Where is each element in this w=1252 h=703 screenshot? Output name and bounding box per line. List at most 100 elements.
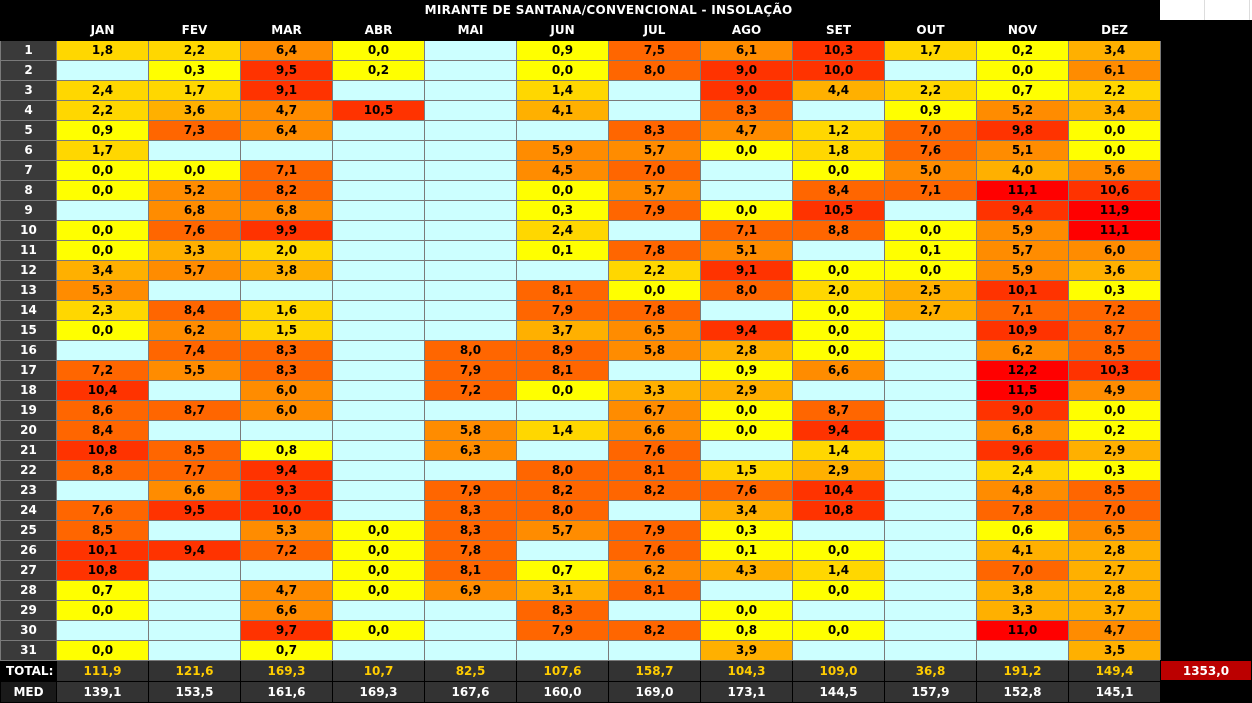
- value-cell[interactable]: 7,1: [884, 180, 977, 201]
- value-cell[interactable]: 8,0: [700, 280, 793, 301]
- value-cell[interactable]: 9,8: [976, 120, 1069, 141]
- value-cell[interactable]: 6,2: [608, 560, 701, 581]
- value-cell[interactable]: 8,4: [792, 180, 885, 201]
- value-cell[interactable]: 7,6: [884, 140, 977, 161]
- value-cell[interactable]: 4,7: [1067, 620, 1162, 641]
- value-cell[interactable]: 1,5: [700, 460, 793, 481]
- value-cell[interactable]: 2,8: [1067, 540, 1162, 561]
- value-cell[interactable]: [884, 620, 977, 641]
- value-cell[interactable]: 8,3: [608, 120, 701, 141]
- value-cell[interactable]: 0,0: [56, 240, 149, 261]
- value-cell[interactable]: 0,2: [976, 40, 1069, 61]
- value-cell[interactable]: 1,7: [56, 140, 149, 161]
- value-cell[interactable]: 10,8: [792, 500, 885, 521]
- value-cell[interactable]: 6,6: [240, 600, 333, 621]
- value-cell[interactable]: 0,9: [884, 100, 977, 121]
- value-cell[interactable]: 6,1: [700, 40, 793, 61]
- value-cell[interactable]: 0,0: [56, 180, 149, 201]
- value-cell[interactable]: [884, 60, 977, 81]
- value-cell[interactable]: [424, 400, 517, 421]
- value-cell[interactable]: 9,4: [148, 540, 241, 561]
- value-cell[interactable]: 3,4: [1067, 40, 1162, 61]
- value-cell[interactable]: 4,9: [1067, 380, 1162, 401]
- value-cell[interactable]: 7,6: [608, 540, 701, 561]
- value-cell[interactable]: 7,9: [608, 520, 701, 541]
- value-cell[interactable]: 0,0: [700, 420, 793, 441]
- value-cell[interactable]: [148, 560, 241, 581]
- value-cell[interactable]: 1,5: [240, 320, 333, 341]
- value-cell[interactable]: 7,1: [240, 160, 333, 181]
- value-cell[interactable]: 0,0: [516, 180, 609, 201]
- value-cell[interactable]: [332, 480, 425, 501]
- value-cell[interactable]: [148, 640, 241, 661]
- value-cell[interactable]: 10,8: [56, 560, 149, 581]
- value-cell[interactable]: [700, 180, 793, 201]
- value-cell[interactable]: 5,8: [608, 340, 701, 361]
- value-cell[interactable]: 0,0: [700, 400, 793, 421]
- value-cell[interactable]: 7,6: [56, 500, 149, 521]
- value-cell[interactable]: 8,9: [516, 340, 609, 361]
- value-cell[interactable]: 8,3: [700, 100, 793, 121]
- value-cell[interactable]: 8,5: [1067, 340, 1162, 361]
- value-cell[interactable]: [148, 620, 241, 641]
- value-cell[interactable]: 9,5: [148, 500, 241, 521]
- value-cell[interactable]: [332, 260, 425, 281]
- value-cell[interactable]: 9,1: [240, 80, 333, 101]
- value-cell[interactable]: 7,6: [148, 220, 241, 241]
- value-cell[interactable]: 0,0: [56, 640, 149, 661]
- value-cell[interactable]: [792, 240, 885, 261]
- value-cell[interactable]: [332, 340, 425, 361]
- value-cell[interactable]: 7,9: [516, 620, 609, 641]
- value-cell[interactable]: 2,3: [56, 300, 149, 321]
- value-cell[interactable]: [240, 140, 333, 161]
- value-cell[interactable]: 0,0: [56, 600, 149, 621]
- value-cell[interactable]: 5,3: [240, 520, 333, 541]
- value-cell[interactable]: 8,5: [56, 520, 149, 541]
- value-cell[interactable]: 6,1: [1067, 60, 1162, 81]
- value-cell[interactable]: 7,3: [148, 120, 241, 141]
- value-cell[interactable]: 8,3: [240, 360, 333, 381]
- value-cell[interactable]: 6,6: [608, 420, 701, 441]
- value-cell[interactable]: [700, 440, 793, 461]
- value-cell[interactable]: 2,9: [1067, 440, 1162, 461]
- value-cell[interactable]: 0,0: [792, 300, 885, 321]
- value-cell[interactable]: 11,9: [1067, 200, 1162, 221]
- value-cell[interactable]: 3,1: [516, 580, 609, 601]
- value-cell[interactable]: 7,9: [608, 200, 701, 221]
- value-cell[interactable]: 8,1: [516, 280, 609, 301]
- value-cell[interactable]: 0,0: [792, 260, 885, 281]
- value-cell[interactable]: 5,9: [976, 260, 1069, 281]
- value-cell[interactable]: 8,1: [516, 360, 609, 381]
- value-cell[interactable]: 10,3: [792, 40, 885, 61]
- value-cell[interactable]: 9,7: [240, 620, 333, 641]
- value-cell[interactable]: [608, 360, 701, 381]
- value-cell[interactable]: 0,0: [792, 320, 885, 341]
- value-cell[interactable]: 6,2: [148, 320, 241, 341]
- value-cell[interactable]: 0,2: [332, 60, 425, 81]
- value-cell[interactable]: 5,7: [148, 260, 241, 281]
- value-cell[interactable]: 0,0: [792, 540, 885, 561]
- value-cell[interactable]: 9,6: [976, 440, 1069, 461]
- value-cell[interactable]: 7,5: [608, 40, 701, 61]
- value-cell[interactable]: [884, 320, 977, 341]
- value-cell[interactable]: 5,0: [884, 160, 977, 181]
- value-cell[interactable]: 10,5: [332, 100, 425, 121]
- value-cell[interactable]: 8,2: [608, 480, 701, 501]
- value-cell[interactable]: [148, 140, 241, 161]
- value-cell[interactable]: 8,4: [56, 420, 149, 441]
- value-cell[interactable]: 6,0: [240, 380, 333, 401]
- value-cell[interactable]: 1,7: [884, 40, 977, 61]
- value-cell[interactable]: [424, 460, 517, 481]
- value-cell[interactable]: 7,8: [608, 300, 701, 321]
- value-cell[interactable]: 6,4: [240, 120, 333, 141]
- value-cell[interactable]: 0,0: [700, 200, 793, 221]
- value-cell[interactable]: 4,5: [516, 160, 609, 181]
- value-cell[interactable]: [240, 420, 333, 441]
- value-cell[interactable]: 7,8: [608, 240, 701, 261]
- blank-cell[interactable]: [1205, 0, 1250, 20]
- value-cell[interactable]: 0,8: [240, 440, 333, 461]
- value-cell[interactable]: 11,1: [976, 180, 1069, 201]
- value-cell[interactable]: 0,0: [1067, 400, 1162, 421]
- value-cell[interactable]: [884, 400, 977, 421]
- value-cell[interactable]: 0,0: [700, 600, 793, 621]
